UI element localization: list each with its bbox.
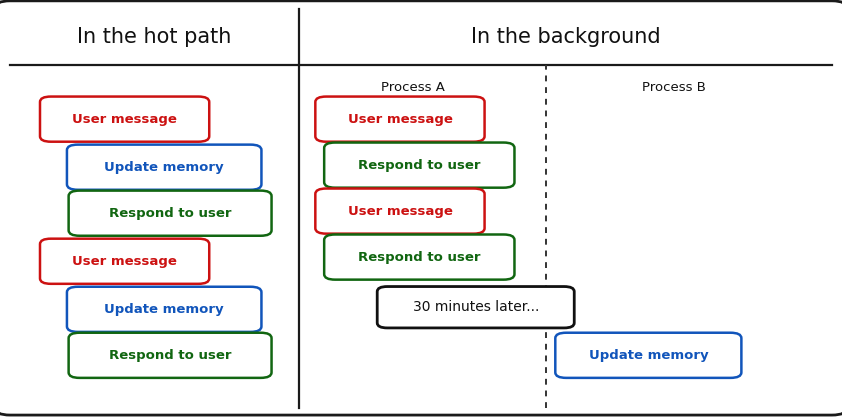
Text: User message: User message xyxy=(72,255,177,268)
FancyBboxPatch shape xyxy=(69,333,271,378)
Text: Update memory: Update memory xyxy=(589,349,708,362)
Text: Update memory: Update memory xyxy=(104,303,224,316)
FancyBboxPatch shape xyxy=(556,333,742,378)
FancyBboxPatch shape xyxy=(315,189,484,234)
Text: Respond to user: Respond to user xyxy=(109,349,232,362)
FancyBboxPatch shape xyxy=(324,234,514,280)
Text: Process B: Process B xyxy=(642,81,706,94)
Text: Respond to user: Respond to user xyxy=(358,250,481,264)
Text: In the hot path: In the hot path xyxy=(77,27,232,47)
Text: 30 minutes later...: 30 minutes later... xyxy=(413,300,539,314)
Text: User message: User message xyxy=(348,112,452,126)
FancyBboxPatch shape xyxy=(67,145,261,190)
Text: User message: User message xyxy=(72,112,177,126)
Text: In the background: In the background xyxy=(471,27,660,47)
Text: Update memory: Update memory xyxy=(104,161,224,174)
FancyBboxPatch shape xyxy=(377,287,574,328)
FancyBboxPatch shape xyxy=(315,97,484,142)
Text: Respond to user: Respond to user xyxy=(109,206,232,220)
Text: Respond to user: Respond to user xyxy=(358,158,481,172)
FancyBboxPatch shape xyxy=(40,97,209,142)
FancyBboxPatch shape xyxy=(67,287,261,332)
FancyBboxPatch shape xyxy=(40,239,209,284)
FancyBboxPatch shape xyxy=(324,143,514,188)
Text: Process A: Process A xyxy=(381,81,445,94)
Text: User message: User message xyxy=(348,204,452,218)
FancyBboxPatch shape xyxy=(69,191,271,236)
